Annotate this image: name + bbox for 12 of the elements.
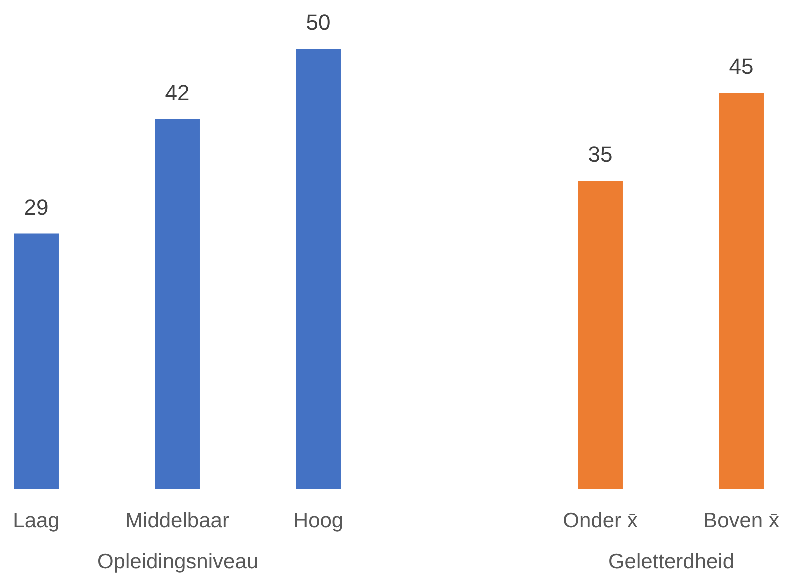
- data-label: 45: [729, 54, 754, 79]
- x-axis-title: Geletterdheid: [608, 550, 735, 574]
- x-tick-label: Onder x̄: [563, 510, 638, 532]
- x-axis-title: Opleidingsniveau: [97, 550, 259, 574]
- data-label: 50: [306, 10, 331, 35]
- x-tick-label: Middelbaar: [126, 510, 230, 532]
- data-label: 35: [588, 142, 613, 167]
- data-label: 29: [24, 194, 49, 220]
- x-tick-label: Boven x̄: [704, 510, 780, 532]
- x-tick-label: Laag: [13, 510, 60, 532]
- x-tick-label: Hoog: [293, 510, 344, 532]
- data-label: 42: [165, 80, 190, 106]
